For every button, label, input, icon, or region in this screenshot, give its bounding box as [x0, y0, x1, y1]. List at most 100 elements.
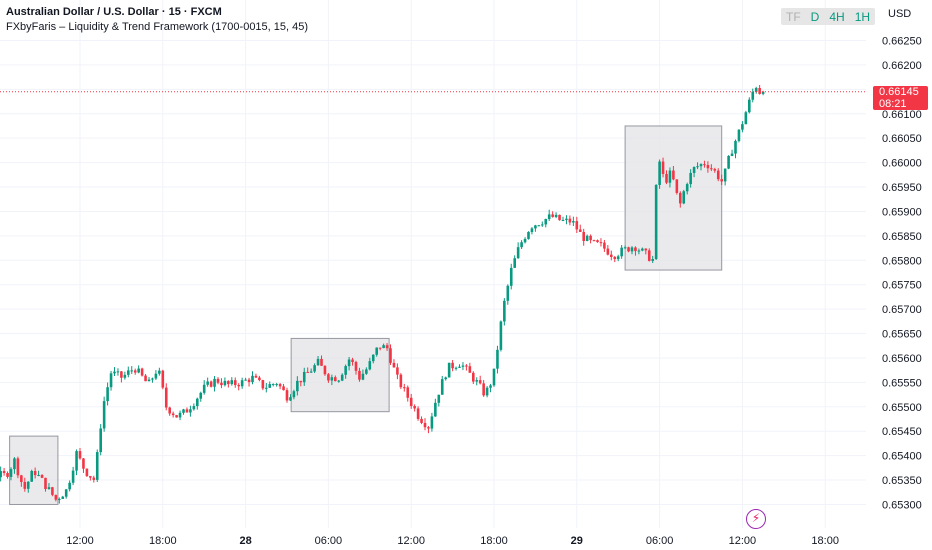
candle	[403, 383, 406, 392]
candle	[385, 343, 389, 351]
candle	[171, 411, 175, 418]
candle	[434, 398, 437, 417]
candle	[51, 486, 54, 497]
candle	[572, 216, 575, 227]
candle	[334, 375, 337, 382]
candle	[406, 385, 410, 402]
price-tick-label: 0.65350	[882, 475, 922, 487]
candle	[710, 164, 713, 172]
candle	[133, 368, 137, 375]
candle	[706, 161, 710, 173]
candle	[164, 383, 168, 411]
candle	[485, 386, 489, 398]
price-tick-label: 0.65800	[882, 255, 922, 267]
candle	[392, 359, 396, 368]
candle	[475, 377, 479, 386]
timeframe-d[interactable]: D	[810, 10, 820, 24]
candle	[223, 377, 227, 387]
candle	[465, 364, 468, 371]
session-box	[290, 337, 390, 413]
candle	[544, 218, 548, 228]
candle	[641, 247, 644, 252]
candle	[40, 474, 44, 479]
time-tick-label: 18:00	[149, 535, 177, 547]
candle	[551, 211, 554, 218]
timeframe-1h[interactable]: 1H	[854, 10, 871, 24]
candle	[6, 471, 9, 479]
candle	[382, 343, 385, 349]
candle	[541, 221, 544, 227]
time-tick-label: 18:00	[480, 535, 508, 547]
candle	[302, 367, 306, 386]
price-tick-label: 0.66000	[882, 158, 922, 170]
candle	[399, 373, 403, 390]
candle	[78, 447, 82, 460]
timeframe-tf[interactable]: TF	[786, 10, 801, 24]
candle	[651, 255, 654, 264]
candle	[289, 394, 292, 401]
candle	[140, 367, 144, 377]
candle	[16, 456, 20, 479]
candle	[420, 416, 423, 425]
candle	[82, 458, 85, 473]
candle	[737, 129, 741, 143]
candle	[647, 248, 651, 262]
candle	[447, 362, 451, 378]
candle	[351, 357, 354, 366]
price-tick-label: 0.65550	[882, 377, 922, 389]
candle	[751, 88, 755, 103]
candle	[758, 84, 761, 95]
candle	[637, 248, 641, 255]
lightning-icon[interactable]: ⚡	[746, 509, 766, 529]
candle	[320, 355, 323, 366]
timeframe-panel: TF D 4H 1H	[781, 8, 876, 25]
candles	[0, 84, 765, 504]
candle	[9, 467, 13, 481]
candle	[675, 179, 679, 195]
candle	[478, 375, 482, 385]
candle	[64, 488, 68, 499]
candle	[482, 380, 485, 397]
candle	[75, 449, 78, 476]
candle	[71, 466, 75, 486]
candle	[692, 166, 696, 178]
candle	[313, 363, 316, 373]
candle	[582, 228, 585, 246]
candle	[682, 189, 686, 205]
candle	[237, 383, 240, 391]
candle	[247, 377, 251, 387]
price-tick-label: 0.65900	[882, 206, 922, 218]
time-tick-label: 12:00	[729, 535, 757, 547]
candle	[423, 418, 427, 431]
indicator-title: FXbyFaris – Liquidity & Trend Framework …	[6, 21, 309, 33]
price-tick-label: 0.66100	[882, 109, 922, 121]
candle	[23, 477, 27, 492]
price-tick-label: 0.66250	[882, 36, 922, 48]
last-price-value: 0.66145	[879, 86, 919, 98]
candle	[620, 244, 623, 259]
candle	[554, 212, 558, 219]
currency-label[interactable]: USD	[888, 8, 912, 20]
candle	[268, 381, 272, 389]
candle	[606, 245, 610, 256]
candle	[240, 377, 244, 389]
candle	[316, 355, 320, 366]
candle	[120, 370, 123, 383]
candle	[344, 364, 347, 379]
candle	[396, 363, 399, 380]
candle	[603, 239, 606, 252]
candle	[503, 298, 506, 326]
price-tick-label: 0.65600	[882, 353, 922, 365]
candle	[175, 414, 178, 418]
candle	[154, 370, 158, 380]
candle	[196, 397, 199, 410]
timeframe-4h[interactable]: 4H	[829, 10, 845, 24]
candle	[592, 239, 596, 242]
candle	[127, 366, 130, 378]
candle	[613, 255, 617, 263]
candle	[58, 497, 61, 504]
price-tick-label: 0.65650	[882, 329, 922, 341]
candle	[168, 406, 171, 416]
candle	[216, 377, 220, 385]
